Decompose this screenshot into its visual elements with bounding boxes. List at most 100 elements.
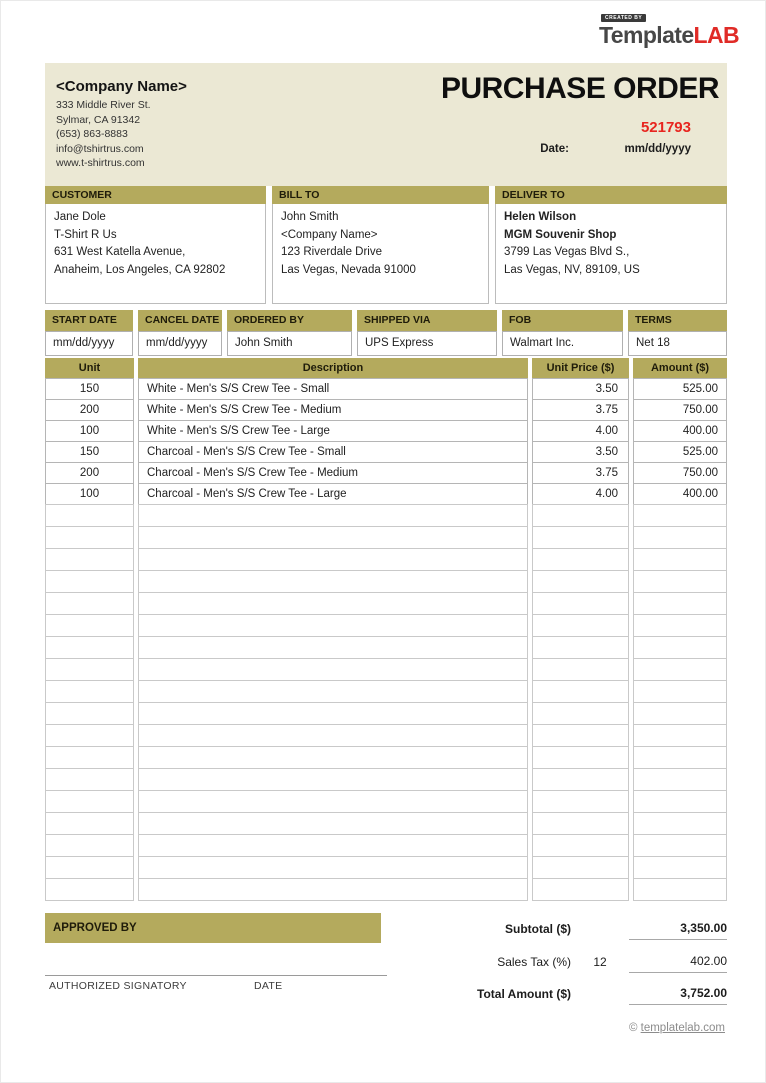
empty-cell [45,768,134,791]
po-number: 521793 [640,119,691,136]
empty-cell [138,658,528,681]
item-amount-cell: 400.00 [633,420,727,442]
address-line: Las Vegas, Nevada 91000 [281,263,416,276]
empty-cell [45,724,134,747]
item-unit-price-cell: 3.75 [532,399,629,421]
address-line: 3799 Las Vegas Blvd S., [504,246,630,258]
item-amount-cell: 400.00 [633,483,727,505]
item-description-cell: White - Men's S/S Crew Tee - Small [138,378,528,400]
empty-cell [45,702,134,725]
sales-tax-rate: 12 [593,955,607,969]
item-description-cell: Charcoal - Men's S/S Crew Tee - Large [138,483,528,505]
wordmark-template: Template [599,22,694,48]
company-name: <Company Name> [56,78,187,95]
subtotal-rate-spacer [571,936,629,940]
item-unit-price-cell: 3.50 [532,441,629,463]
total-amount-row: Total Amount ($) 3,752.00 [431,986,727,1005]
empty-cell [532,592,629,615]
empty-cell [633,790,727,813]
authorized-signatory-label: AUTHORIZED SIGNATORY [49,980,187,992]
empty-cell [45,548,134,571]
empty-table-row [45,790,727,813]
order-info-value: Net 18 [628,331,727,356]
empty-cell [633,636,727,659]
sales-tax-label: Sales Tax (%) [497,955,571,969]
address-line: Jane Dole [54,211,106,223]
empty-cell [532,812,629,835]
empty-cell [138,834,528,857]
order-info-label: TERMS [628,310,727,331]
empty-table-row [45,592,727,615]
po-date-row: Date: mm/dd/yyyy [441,143,691,155]
po-title-block: PURCHASE ORDER 521793 Date: mm/dd/yyyy [441,73,720,156]
table-row: 150 White - Men's S/S Crew Tee - Small 3.5… [45,378,727,400]
empty-cell [633,746,727,769]
empty-cell [532,548,629,571]
empty-cell [532,856,629,879]
company-address-line: info@tshirtrus.com [56,142,144,155]
order-info-value: UPS Express [357,331,497,356]
subtotal-row: Subtotal ($) 3,350.00 [431,921,727,940]
empty-cell [532,878,629,901]
empty-cell [532,680,629,703]
company-address-lines: 333 Middle River St. Sylmar, CA 91342 (653… [56,98,187,171]
empty-cell [532,614,629,637]
empty-cell [532,658,629,681]
empty-cell [633,724,727,747]
empty-cell [138,570,528,593]
order-info-row: START DATE mm/dd/yyyy CANCEL DATE mm/dd/yyy… [45,310,727,356]
item-unit-cell: 200 [45,399,134,421]
order-info-col-fob: FOB Walmart Inc. [502,310,623,356]
item-unit-cell: 100 [45,420,134,442]
item-unit-cell: 150 [45,378,134,400]
empty-cell [138,614,528,637]
empty-table-row [45,570,727,593]
empty-cell [633,680,727,703]
total-amount-label: Total Amount ($) [477,987,571,1001]
address-block-body: John Smith <Company Name> 123 Riverdale Dr… [272,204,489,304]
empty-cell [45,878,134,901]
address-line: 123 Riverdale Drive [281,246,382,258]
empty-cell [633,526,727,549]
company-address-line: Sylmar, CA 91342 [56,113,141,126]
empty-table-row [45,636,727,659]
signature-line [45,975,387,976]
empty-cell [633,614,727,637]
address-line: Las Vegas, NV, 89109, US [504,263,640,276]
empty-cell [532,570,629,593]
empty-cell [138,746,528,769]
empty-cell [138,768,528,791]
empty-cell [633,702,727,725]
order-info-value: mm/dd/yyyy [138,331,222,356]
empty-cell [45,658,134,681]
empty-cell [45,592,134,615]
created-by-badge: CREATED BY [601,14,647,22]
table-row: 150 Charcoal - Men's S/S Crew Tee - Small… [45,441,727,463]
empty-cell [633,570,727,593]
address-line: T-Shirt R Us [54,228,117,241]
empty-cell [45,812,134,835]
empty-cell [633,878,727,901]
empty-table-row [45,856,727,879]
empty-cell [532,746,629,769]
address-block-body: Jane Dole T-Shirt R Us 631 West Katella Av… [45,204,266,304]
empty-table-row [45,812,727,835]
signature-date-label: DATE [254,980,283,992]
empty-cell [45,614,134,637]
empty-cell [45,504,134,527]
empty-cell [138,790,528,813]
items-header-cell: Unit [45,358,134,379]
templatelab-link[interactable]: templatelab.com [640,1022,725,1034]
empty-cell [45,526,134,549]
document-header: <Company Name> 333 Middle River St. Sylma… [45,63,727,186]
address-line: Anaheim, Los Angeles, CA 92802 [54,263,226,276]
address-line: 631 West Katella Avenue, [54,246,186,258]
empty-cell [532,504,629,527]
empty-cell [138,702,528,725]
empty-cell [532,636,629,659]
templatelab-logo: CREATED BY TemplateLAB [599,6,740,48]
copyright-symbol: © [628,1022,638,1034]
empty-table-row [45,548,727,571]
items-header-cell: Unit Price ($) [532,358,629,379]
company-address-line: (653) 863-8883 [56,128,128,140]
